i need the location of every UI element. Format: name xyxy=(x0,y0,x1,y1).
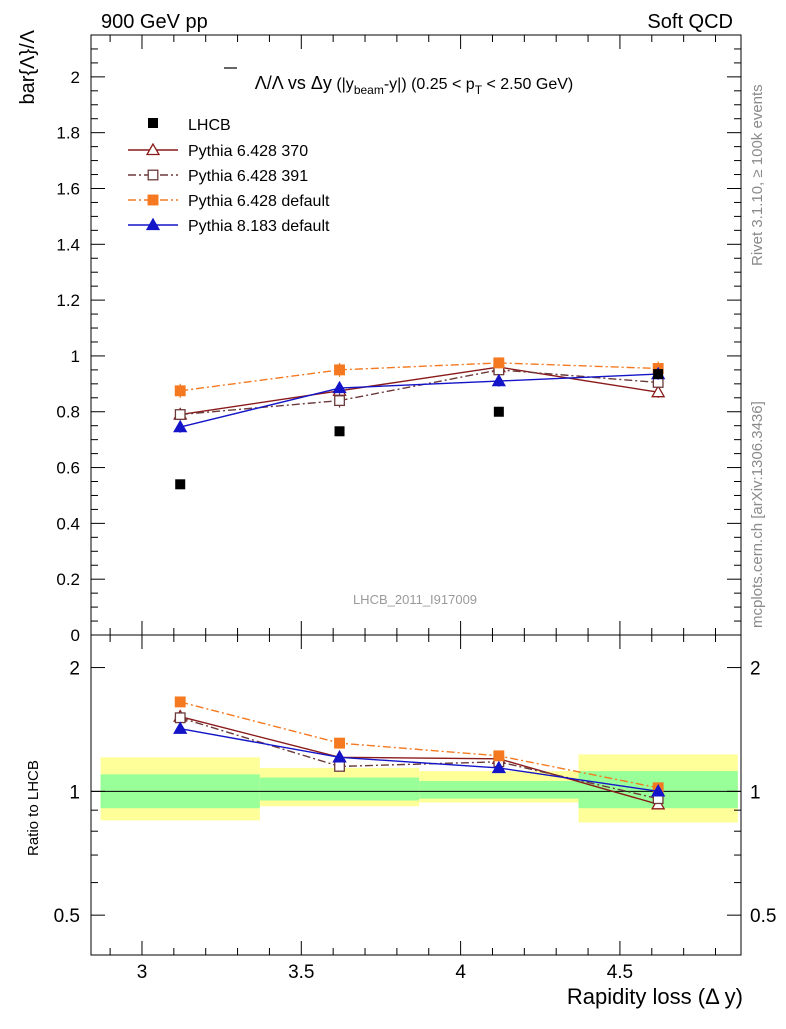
series-layer xyxy=(173,357,666,810)
series-point xyxy=(174,385,186,397)
legend-label: Pythia 6.428 370 xyxy=(188,143,308,160)
data-point-lhcb xyxy=(493,406,504,417)
y-tick-label: 2 xyxy=(71,68,80,87)
series-ratio-point xyxy=(334,737,345,749)
series-line-main xyxy=(180,373,659,428)
legend-label: Pythia 8.183 default xyxy=(188,218,330,235)
x-tick-label: 3 xyxy=(137,962,148,983)
series-ratio-point xyxy=(173,721,188,734)
ratio-plot-frame xyxy=(90,634,742,956)
data-layer xyxy=(175,369,664,490)
title-paren-end: < 2.50 GeV) xyxy=(482,76,573,93)
series-point xyxy=(651,384,666,398)
y-tick-label: 1.4 xyxy=(56,235,80,254)
legend-label-lhcb: LHCB xyxy=(188,117,231,134)
y-tick-label: 1 xyxy=(71,347,80,366)
axes-ticks: 3 3.5 4 4.5 0 0.2 0.4 0.6 0.8 1 1.2 1.4 1.6 1.8 2 0.5 0.… xyxy=(54,35,776,983)
title-pt-sub: T xyxy=(475,83,483,97)
ratio-band-inner xyxy=(419,780,579,799)
series-point xyxy=(174,409,186,420)
legend-marker xyxy=(147,194,159,206)
title-beam: beam xyxy=(354,83,384,97)
analysis-watermark: LHCB_2011_I917009 xyxy=(353,592,477,607)
rivet-label: Rivet 3.1.10, ≥ 100k events xyxy=(749,84,766,266)
series-point xyxy=(334,395,345,407)
y-tick-label: 0.6 xyxy=(56,459,80,478)
legend-marker xyxy=(145,217,161,231)
series-line-ratio xyxy=(180,715,659,805)
y-tick-label: 1.8 xyxy=(56,124,80,143)
x-axis-label: Rapidity loss (Δ y) xyxy=(567,984,743,1009)
series-point xyxy=(173,419,188,433)
header-right: Soft QCD xyxy=(647,11,733,33)
legend: LHCB Pythia 6.428 370 Pythia 6.428 391 Pyt… xyxy=(128,117,330,235)
data-point-lhcb xyxy=(653,369,664,380)
legend-marker xyxy=(147,169,159,181)
header-left: 900 GeV pp xyxy=(101,11,208,33)
y-tick-label: 0.4 xyxy=(56,514,80,533)
title-paren-mid: -y|) (0.25 < p xyxy=(384,76,475,93)
ratio-tick-label-right: 0.5 xyxy=(750,906,776,927)
series-ratio-point xyxy=(174,696,186,708)
title-vs: vs xyxy=(283,73,311,93)
series-line-main xyxy=(180,362,659,392)
title-delta: Δ xyxy=(311,73,323,93)
y-axis-label: bar{Λ}/Λ xyxy=(17,29,39,104)
ratio-tick-label-left: 1 xyxy=(69,782,80,803)
ratio-tick-label-right: 1 xyxy=(750,782,761,803)
series-line-main xyxy=(180,366,659,416)
legend-label: Pythia 6.428 391 xyxy=(188,168,308,185)
series-ratio-point xyxy=(491,760,506,774)
title-paren-open: (|y xyxy=(332,76,354,93)
y-tick-label: 0.2 xyxy=(56,570,80,589)
x-tick-label: 3.5 xyxy=(288,962,314,983)
series-point xyxy=(334,364,345,376)
series-ratio-point xyxy=(334,760,345,772)
y-tick-label: 0 xyxy=(71,626,80,645)
x-tick-label: 4.5 xyxy=(607,962,633,983)
plot-title: Λ/Λ vs Δy (|ybeam-y|) (0.25 < pT < 2.50 … xyxy=(255,73,573,97)
series-ratio-point xyxy=(174,712,186,724)
legend-marker-lhcb xyxy=(148,118,158,128)
title-y: y xyxy=(323,73,332,93)
y-tick-label: 0.8 xyxy=(56,403,80,422)
legend-label: Pythia 6.428 default xyxy=(188,193,330,210)
legend-marker xyxy=(145,142,161,156)
mcplots-label: mcplots.cern.ch [arXiv:1306.3436] xyxy=(749,401,766,628)
series-ratio-point xyxy=(332,750,347,763)
y-tick-label: 1.2 xyxy=(56,291,80,310)
series-point xyxy=(493,357,505,369)
series-ratio-point xyxy=(651,784,666,797)
data-point-lhcb xyxy=(175,479,186,490)
ratio-tick-label-right: 2 xyxy=(750,659,761,680)
series-ratio-point xyxy=(493,750,505,762)
data-point-lhcb xyxy=(334,426,345,437)
series-point xyxy=(491,373,506,387)
x-tick-label: 4 xyxy=(455,962,466,983)
series-line-ratio xyxy=(180,728,659,793)
title-lambda-bar: Λ xyxy=(255,73,267,93)
ratio-axis-label: Ratio to LHCB xyxy=(25,760,42,856)
ratio-bands xyxy=(91,754,741,823)
ratio-tick-label-left: 2 xyxy=(69,659,80,680)
y-tick-label: 1.6 xyxy=(56,179,80,198)
series-point xyxy=(332,380,347,394)
title-lambda: /Λ xyxy=(267,73,284,93)
ratio-tick-label-left: 0.5 xyxy=(54,906,80,927)
series-line-ratio xyxy=(180,701,659,789)
ratio-band-inner xyxy=(259,777,420,801)
